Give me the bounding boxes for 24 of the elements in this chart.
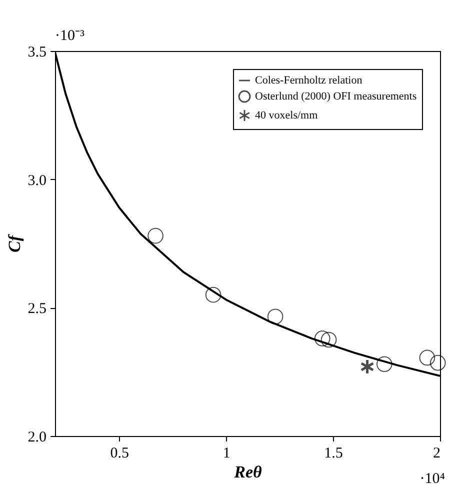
- point: [205, 286, 222, 303]
- x-axis-title: Reθ: [233, 462, 262, 482]
- point: [320, 332, 337, 348]
- text: ·10⁴: [420, 471, 445, 487]
- y-tick-label: 3.5: [28, 44, 46, 60]
- point: [360, 358, 374, 375]
- y-tick-label: 2.5: [28, 301, 46, 318]
- point: [267, 308, 284, 325]
- point: [430, 354, 446, 371]
- x-tick-label: 2: [433, 446, 440, 462]
- point: [419, 350, 436, 366]
- x-tick-label: 1.5: [324, 446, 343, 462]
- point: [314, 330, 330, 346]
- x-tick-label: 1: [222, 446, 230, 462]
- point: [148, 228, 164, 244]
- y-axis-title: Cf: [4, 233, 24, 252]
- legend-label: Osterlund (2000) OFI measurements: [255, 90, 417, 102]
- legend-label: 40 voxels/mm: [255, 110, 318, 122]
- text: ·10⁻³: [55, 28, 85, 44]
- y-tick-label: 3.0: [28, 172, 46, 189]
- y-tick-label: 2.0: [28, 430, 46, 446]
- point: [376, 356, 392, 372]
- x-tick-label: 0.5: [110, 446, 130, 462]
- legend-label: Coles-Fernholtz relation: [255, 74, 363, 86]
